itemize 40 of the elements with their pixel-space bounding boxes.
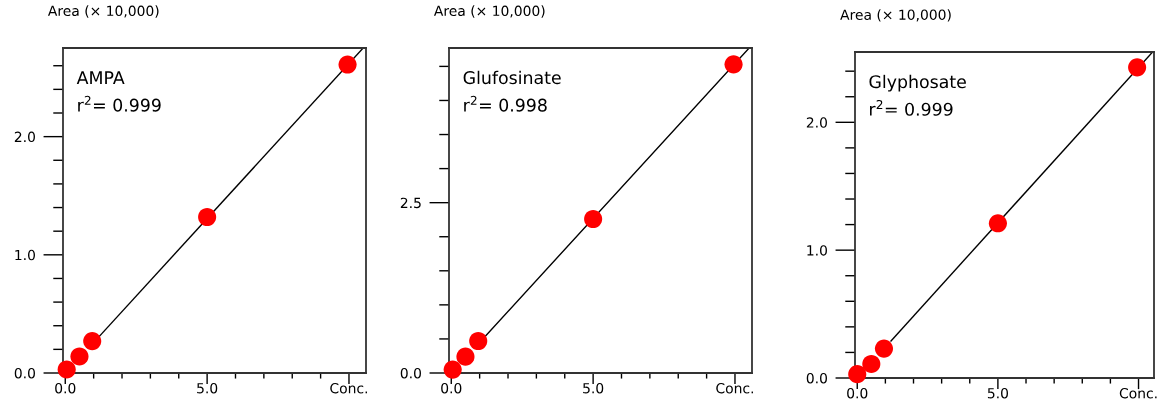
annotation: r$^{2}$= 0.998 xyxy=(464,95,547,112)
y-tick-label: 2.0 xyxy=(14,131,35,143)
x-tick-label: 5.0 xyxy=(197,382,218,394)
x-tick-label: Conc. xyxy=(330,382,367,394)
annotation: Glufosinate xyxy=(463,70,561,85)
y-axis-title: Area (× 10,000) xyxy=(47,5,159,18)
point xyxy=(1128,58,1147,77)
annotation: Glyphosate xyxy=(869,74,966,92)
point xyxy=(988,214,1007,233)
point xyxy=(338,55,357,74)
point xyxy=(724,55,743,74)
y-tick-label: 1.0 xyxy=(807,245,827,256)
annotation: r$^{2}$= 0.999 xyxy=(78,95,161,112)
x-tick-label: 0.0 xyxy=(55,382,76,394)
x-tick-label: 5.0 xyxy=(987,387,1009,399)
y-tick-label: 2.0 xyxy=(806,117,827,128)
point xyxy=(456,347,475,366)
point xyxy=(443,360,462,379)
x-tick-label: 5.0 xyxy=(583,382,604,394)
point xyxy=(862,354,881,373)
annotation: r$^{2}$= 0.999 xyxy=(870,99,953,116)
point xyxy=(70,347,89,366)
point xyxy=(874,339,894,358)
point xyxy=(848,365,867,384)
x-tick-label: Conc. xyxy=(716,382,753,394)
point xyxy=(83,332,102,351)
y-tick-label: 0.0 xyxy=(14,367,35,379)
y-tick-label: 2.5 xyxy=(400,197,421,209)
point xyxy=(584,209,603,229)
y-tick-label: 1.0 xyxy=(15,249,35,261)
point xyxy=(469,331,488,351)
x-tick-label: Conc. xyxy=(1119,387,1157,399)
x-tick-label: 0.0 xyxy=(847,387,868,399)
y-axis-title: Area (× 10,000) xyxy=(433,5,545,18)
annotation: AMPA xyxy=(76,71,125,84)
x-tick-label: 0.0 xyxy=(441,382,462,394)
point xyxy=(57,360,76,379)
point xyxy=(198,207,217,227)
y-axis-title: Area (× 10,000) xyxy=(840,9,951,22)
y-tick-label: 0.0 xyxy=(806,372,827,384)
